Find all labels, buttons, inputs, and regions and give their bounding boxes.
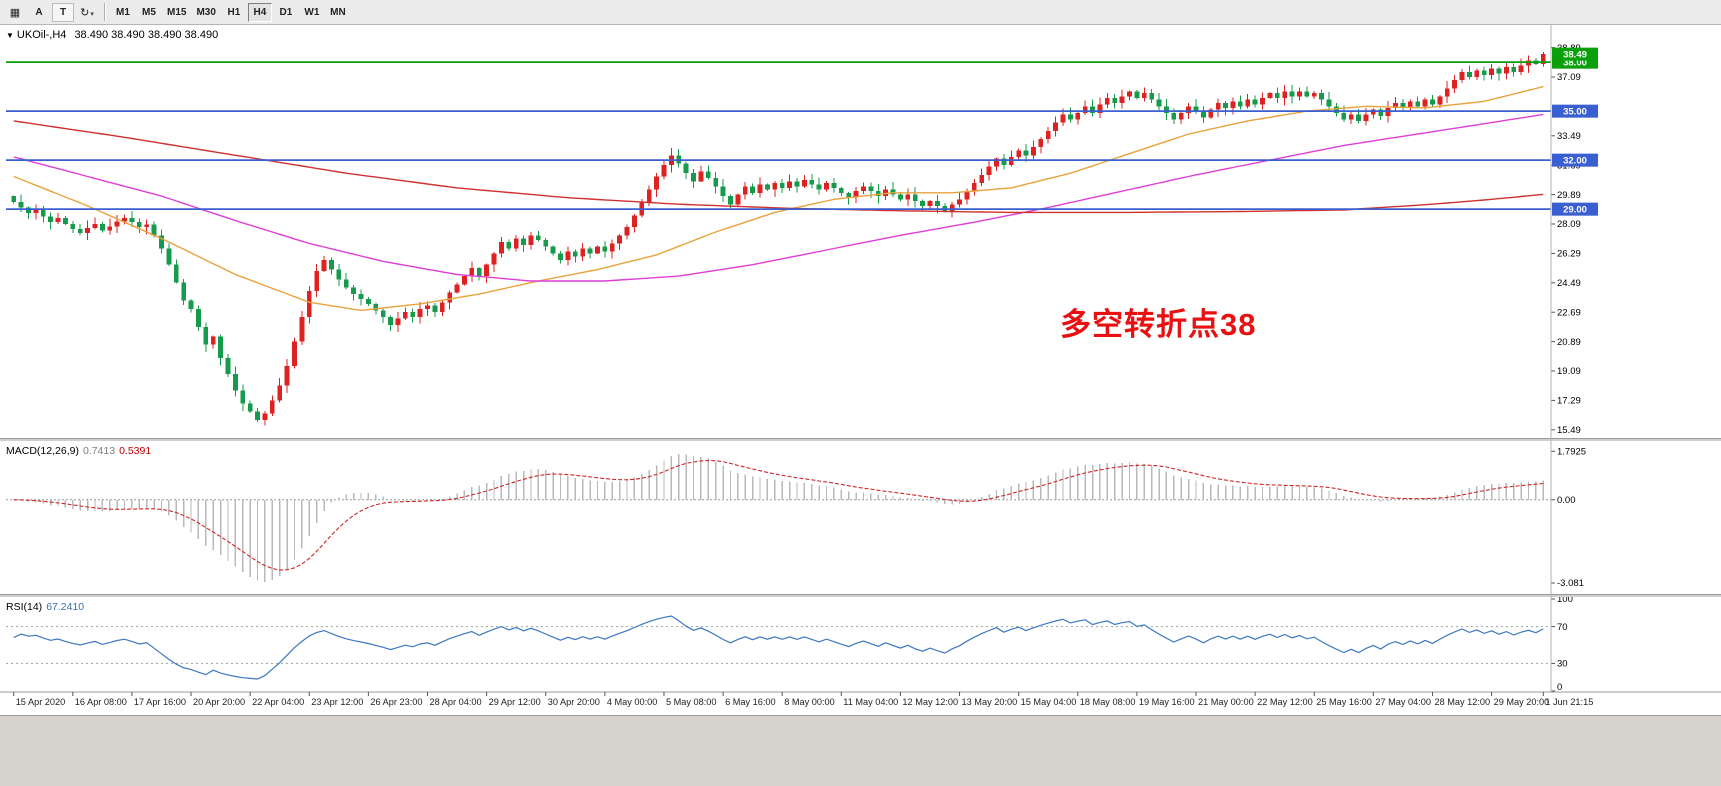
- svg-text:29 Apr 12:00: 29 Apr 12:00: [489, 697, 541, 707]
- ma-fast-orange: [13, 85, 1544, 312]
- macd-signal-line: [13, 459, 1544, 571]
- svg-text:20.89: 20.89: [1557, 337, 1581, 348]
- time-axis[interactable]: 15 Apr 2020 16 Apr 08:00 17 Apr 16:00 20 Ap…: [13, 692, 1594, 707]
- svg-text:26 Apr 23:00: 26 Apr 23:00: [370, 697, 422, 707]
- svg-text:15 May 04:00: 15 May 04:00: [1021, 697, 1077, 707]
- svg-text:18 May 08:00: 18 May 08:00: [1080, 697, 1136, 707]
- toolbar-separator: [104, 3, 105, 21]
- svg-text:37.09: 37.09: [1557, 72, 1581, 83]
- svg-text:29 May 20:00: 29 May 20:00: [1494, 697, 1550, 707]
- ohlc-values: 38.490 38.490 38.490 38.490: [74, 29, 219, 41]
- svg-text:30 Apr 20:00: 30 Apr 20:00: [548, 697, 600, 707]
- svg-text:20 Apr 20:00: 20 Apr 20:00: [193, 697, 245, 707]
- svg-text:4 May 00:00: 4 May 00:00: [607, 697, 658, 707]
- svg-text:17 Apr 16:00: 17 Apr 16:00: [134, 697, 186, 707]
- svg-text:15 Apr 2020: 15 Apr 2020: [16, 697, 66, 707]
- svg-text:23 Apr 12:00: 23 Apr 12:00: [311, 697, 363, 707]
- svg-text:28 Apr 04:00: 28 Apr 04:00: [430, 697, 482, 707]
- svg-text:22 May 12:00: 22 May 12:00: [1257, 697, 1313, 707]
- crosshair-a-button[interactable]: A: [28, 3, 50, 22]
- svg-text:13 May 20:00: 13 May 20:00: [962, 697, 1018, 707]
- svg-text:5 May 08:00: 5 May 08:00: [666, 697, 717, 707]
- symbol-timeframe-label: UKOil-,H4: [16, 29, 67, 41]
- window-grid-icon: ▦: [9, 6, 21, 19]
- timeframe-toolbar: M1 M5 M15 M30 H1 H4 D1 W1 MN: [110, 2, 351, 22]
- macd-main-value: 0.7413: [82, 445, 116, 457]
- svg-text:70: 70: [1557, 622, 1568, 633]
- svg-text:25 May 16:00: 25 May 16:00: [1316, 697, 1372, 707]
- svg-text:22.69: 22.69: [1557, 307, 1581, 318]
- cycle-tool-button[interactable]: ↻▾: [76, 3, 98, 22]
- timeframe-mn-button[interactable]: MN: [326, 3, 350, 22]
- timeframe-d1-button[interactable]: D1: [274, 3, 298, 22]
- rsi-label: RSI(14) 67.2410: [6, 601, 84, 613]
- svg-text:-3.081: -3.081: [1557, 578, 1584, 589]
- caret-down-icon: ▾: [90, 10, 94, 18]
- svg-text:6 May 16:00: 6 May 16:00: [725, 697, 776, 707]
- svg-text:17.29: 17.29: [1557, 396, 1581, 407]
- text-tool-button[interactable]: T: [52, 2, 74, 22]
- chart-canvas[interactable]: 38.8937.0933.4931.6929.8928.0926.2924.49…: [0, 25, 1721, 715]
- macd-pane: 1.7925 0.00 -3.081: [6, 447, 1586, 589]
- svg-text:19.09: 19.09: [1557, 366, 1581, 377]
- svg-text:38.00: 38.00: [1563, 58, 1587, 69]
- svg-text:22 Apr 04:00: 22 Apr 04:00: [252, 697, 304, 707]
- svg-text:19 May 16:00: 19 May 16:00: [1139, 697, 1195, 707]
- price-badge-38.49: 38.49: [1552, 47, 1598, 61]
- svg-text:27 May 04:00: 27 May 04:00: [1375, 697, 1431, 707]
- chart-window-button[interactable]: ▦: [4, 3, 26, 22]
- chart-annotation: 多空转折点38: [1060, 307, 1257, 342]
- timeframe-h4-button[interactable]: H4: [247, 2, 272, 22]
- svg-text:29.00: 29.00: [1563, 205, 1587, 216]
- pane-separators: [0, 25, 1721, 693]
- svg-text:32.00: 32.00: [1563, 156, 1587, 167]
- rsi-value: 67.2410: [46, 601, 85, 613]
- timeframe-m30-button[interactable]: M30: [192, 3, 219, 22]
- svg-text:38.49: 38.49: [1563, 50, 1587, 61]
- svg-text:1 Jun 21:15: 1 Jun 21:15: [1545, 697, 1593, 707]
- ma-mid-magenta: [13, 113, 1544, 282]
- svg-text:35.00: 35.00: [1563, 107, 1587, 118]
- svg-text:11 May 04:00: 11 May 04:00: [843, 697, 898, 707]
- timeframe-w1-button[interactable]: W1: [300, 3, 324, 22]
- chart-title: ▼ UKOil-,H4 38.490 38.490 38.490 38.490: [6, 29, 218, 41]
- macd-histogram: [20, 454, 1545, 582]
- svg-text:1.7925: 1.7925: [1557, 447, 1586, 458]
- svg-text:0: 0: [1557, 682, 1562, 693]
- svg-text:15.49: 15.49: [1557, 425, 1581, 436]
- svg-text:29.89: 29.89: [1557, 190, 1581, 201]
- terminal-area: [0, 715, 1721, 786]
- collapse-chart-icon[interactable]: ▼: [6, 31, 14, 40]
- rsi-line: [13, 615, 1544, 680]
- svg-text:28.09: 28.09: [1557, 219, 1581, 230]
- svg-text:28 May 12:00: 28 May 12:00: [1434, 697, 1490, 707]
- rsi-name: RSI(14): [6, 601, 43, 613]
- svg-text:16 Apr 08:00: 16 Apr 08:00: [75, 697, 127, 707]
- timeframe-h1-button[interactable]: H1: [222, 3, 246, 22]
- svg-text:100: 100: [1557, 594, 1573, 605]
- macd-label: MACD(12,26,9) 0.7413 0.5391: [6, 445, 151, 457]
- svg-text:33.49: 33.49: [1557, 131, 1581, 142]
- svg-text:30: 30: [1557, 659, 1568, 670]
- macd-name: MACD(12,26,9): [6, 445, 79, 457]
- svg-text:0.00: 0.00: [1557, 495, 1576, 506]
- chart-window: 38.8937.0933.4931.6929.8928.0926.2924.49…: [0, 25, 1721, 715]
- svg-text:12 May 12:00: 12 May 12:00: [902, 697, 958, 707]
- price-badge-35.00: 35.00: [1552, 104, 1598, 118]
- price-badge-29.00: 29.00: [1552, 202, 1598, 216]
- svg-text:24.49: 24.49: [1557, 278, 1581, 289]
- svg-text:21 May 00:00: 21 May 00:00: [1198, 697, 1254, 707]
- rsi-pane: 100 70 30 0: [6, 594, 1573, 693]
- cycle-arrow-icon: ↻: [80, 6, 90, 19]
- timeframe-m5-button[interactable]: M5: [137, 3, 161, 22]
- price-badge-32.00: 32.00: [1552, 153, 1598, 167]
- svg-text:8 May 00:00: 8 May 00:00: [784, 697, 835, 707]
- svg-text:26.29: 26.29: [1557, 249, 1581, 260]
- timeframe-m15-button[interactable]: M15: [163, 3, 190, 22]
- macd-signal-value: 0.5391: [119, 445, 152, 457]
- timeframe-m1-button[interactable]: M1: [111, 3, 135, 22]
- toolbar: ▦ A T ↻▾ M1 M5 M15 M30 H1 H4 D1 W1 MN: [0, 0, 1721, 25]
